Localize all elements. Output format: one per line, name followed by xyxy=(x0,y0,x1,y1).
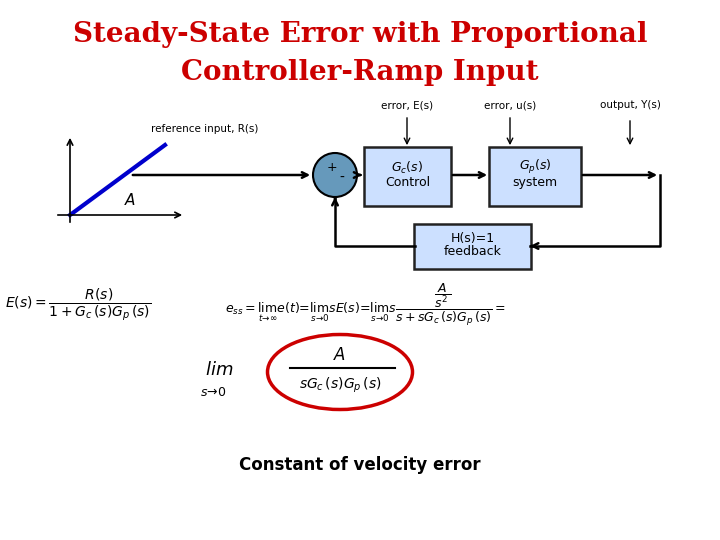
Text: $sG_c\,(s)G_p\,(s)$: $sG_c\,(s)G_p\,(s)$ xyxy=(299,375,381,395)
Text: system: system xyxy=(513,176,557,189)
Text: -: - xyxy=(339,171,344,185)
Text: Constant of velocity error: Constant of velocity error xyxy=(239,456,481,474)
Text: feedback: feedback xyxy=(444,245,501,258)
Text: H(s)=1: H(s)=1 xyxy=(451,232,495,245)
Text: $s\!\to\!0$: $s\!\to\!0$ xyxy=(200,387,227,400)
Text: $A$: $A$ xyxy=(333,346,346,364)
Text: $G_c(s)$: $G_c(s)$ xyxy=(392,159,423,176)
Text: Steady-State Error with Proportional: Steady-State Error with Proportional xyxy=(73,22,647,49)
FancyBboxPatch shape xyxy=(414,224,531,269)
Text: +: + xyxy=(327,161,338,174)
Text: $e_{ss}=\lim_{t\to\infty}e(t)=\lim_{s\to 0}sE(s)=\lim_{s\to 0}s\dfrac{\dfrac{A}{: $e_{ss}=\lim_{t\to\infty}e(t)=\lim_{s\to… xyxy=(225,282,506,328)
FancyBboxPatch shape xyxy=(489,147,581,206)
Text: error, u(s): error, u(s) xyxy=(484,100,536,110)
Circle shape xyxy=(313,153,357,197)
Text: reference input, R(s): reference input, R(s) xyxy=(151,124,258,134)
Text: output, Y(s): output, Y(s) xyxy=(600,100,660,110)
Text: Control: Control xyxy=(385,176,430,189)
Text: error, E(s): error, E(s) xyxy=(381,100,433,110)
Text: A: A xyxy=(125,193,135,208)
Text: $E(s)=\dfrac{R(s)}{1+G_c\,(s)G_p\,(s)}$: $E(s)=\dfrac{R(s)}{1+G_c\,(s)G_p\,(s)}$ xyxy=(5,287,151,323)
Text: $G_p(s)$: $G_p(s)$ xyxy=(518,159,552,177)
Text: Controller-Ramp Input: Controller-Ramp Input xyxy=(181,58,539,85)
Text: $\mathit{lim}$: $\mathit{lim}$ xyxy=(205,361,233,379)
FancyBboxPatch shape xyxy=(364,147,451,206)
